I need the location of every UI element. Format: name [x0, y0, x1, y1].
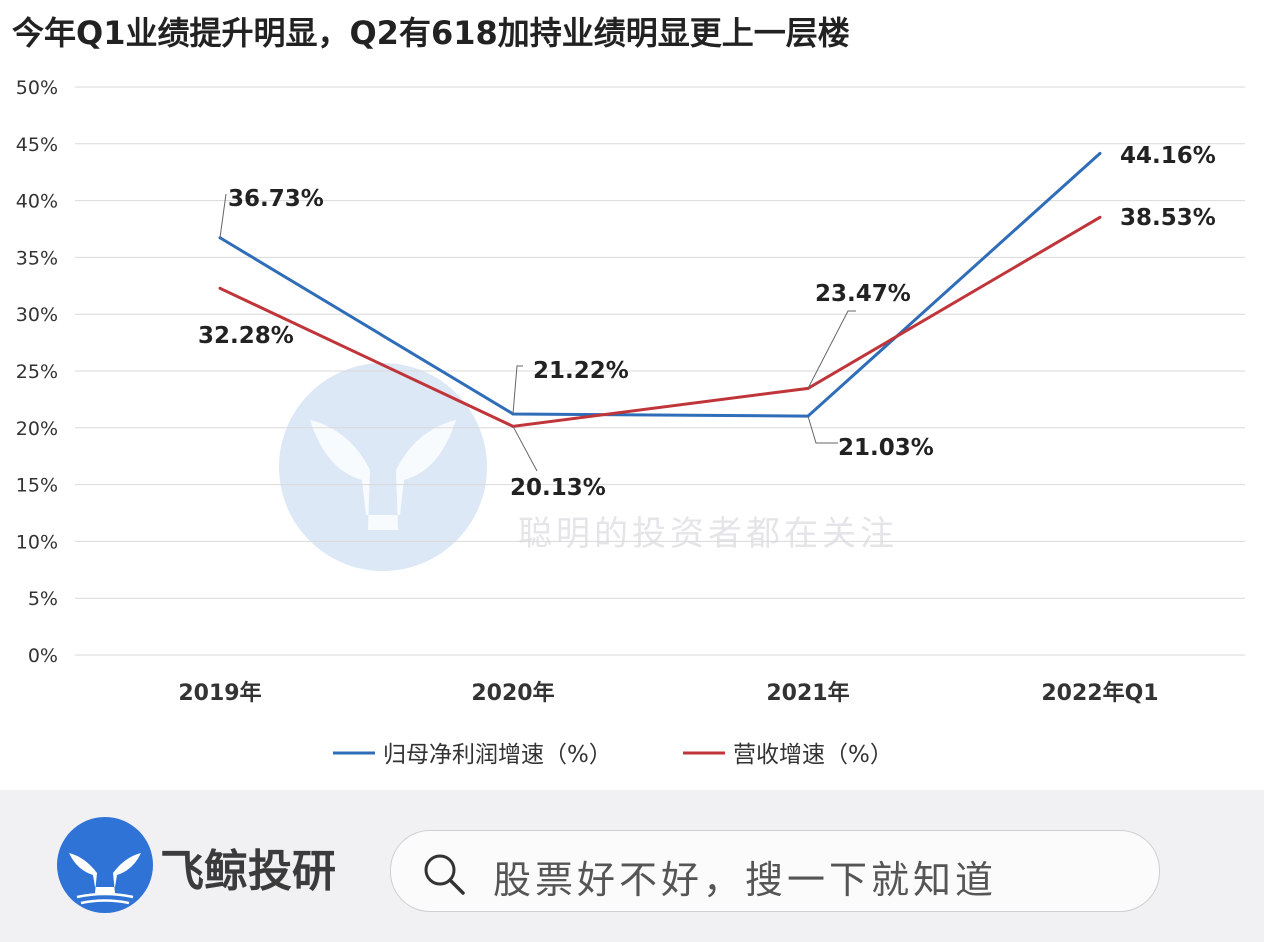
- data-label: 32.28%: [198, 323, 294, 349]
- legend-label: 营收增速（%）: [733, 742, 893, 768]
- y-tick-label: 0%: [28, 645, 58, 667]
- y-tick-label: 35%: [16, 247, 58, 269]
- y-tick-label: 10%: [16, 531, 58, 553]
- brand-name: 飞鲸投研: [160, 846, 336, 897]
- search-icon: [424, 854, 465, 895]
- data-label: 44.16%: [1120, 143, 1216, 169]
- leader-line: [512, 426, 538, 472]
- leader-line: [807, 415, 838, 444]
- watermark-slogan: 聪明的投资者都在关注: [518, 514, 898, 554]
- whale-logo-icon: [57, 817, 153, 913]
- x-tick-label: 2022年Q1: [1041, 680, 1158, 706]
- data-label: 23.47%: [815, 281, 911, 307]
- y-tick-label: 5%: [28, 588, 58, 610]
- search-box[interactable]: 股票好不好，搜一下就知道: [390, 830, 1160, 912]
- watermark-logo-icon: [279, 363, 487, 571]
- watermark-tail-icon: [310, 420, 456, 530]
- data-label: 20.13%: [510, 475, 606, 501]
- series-line-1: [219, 216, 1101, 428]
- y-tick-label: 40%: [16, 191, 58, 213]
- data-label: 36.73%: [228, 186, 324, 212]
- chart-title: 今年Q1业绩提升明显，Q2有618加持业绩明显更上一层楼: [12, 14, 850, 52]
- line-chart: 聪明的投资者都在关注 0% 5% 10% 15% 20% 25% 30% 35% 40% 45% 50…: [16, 77, 1245, 768]
- search-placeholder: 股票好不好，搜一下就知道: [493, 858, 998, 902]
- y-tick-label: 15%: [16, 475, 58, 497]
- y-tick-label: 30%: [16, 304, 58, 326]
- legend-label: 归母净利润增速（%）: [383, 742, 612, 768]
- data-point: [1098, 151, 1102, 155]
- y-tick-label: 50%: [16, 77, 58, 99]
- data-label: 21.03%: [838, 435, 934, 461]
- y-tick-label: 45%: [16, 134, 58, 156]
- data-label: 38.53%: [1120, 205, 1216, 231]
- brand-banner: 飞鲸投研 股票好不好，搜一下就知道: [0, 790, 1264, 942]
- leader-line: [512, 365, 523, 414]
- x-tick-label: 2021年: [766, 680, 849, 706]
- y-tick-label: 25%: [16, 361, 58, 383]
- data-point: [1098, 215, 1102, 219]
- leader-line: [219, 193, 227, 238]
- series-line-0: [219, 152, 1102, 418]
- x-tick-label: 2019年: [178, 680, 261, 706]
- data-point: [218, 286, 222, 290]
- leader-line: [807, 310, 856, 389]
- x-tick-label: 2020年: [471, 680, 554, 706]
- y-tick-label: 20%: [16, 418, 58, 440]
- data-label: 21.22%: [533, 358, 629, 384]
